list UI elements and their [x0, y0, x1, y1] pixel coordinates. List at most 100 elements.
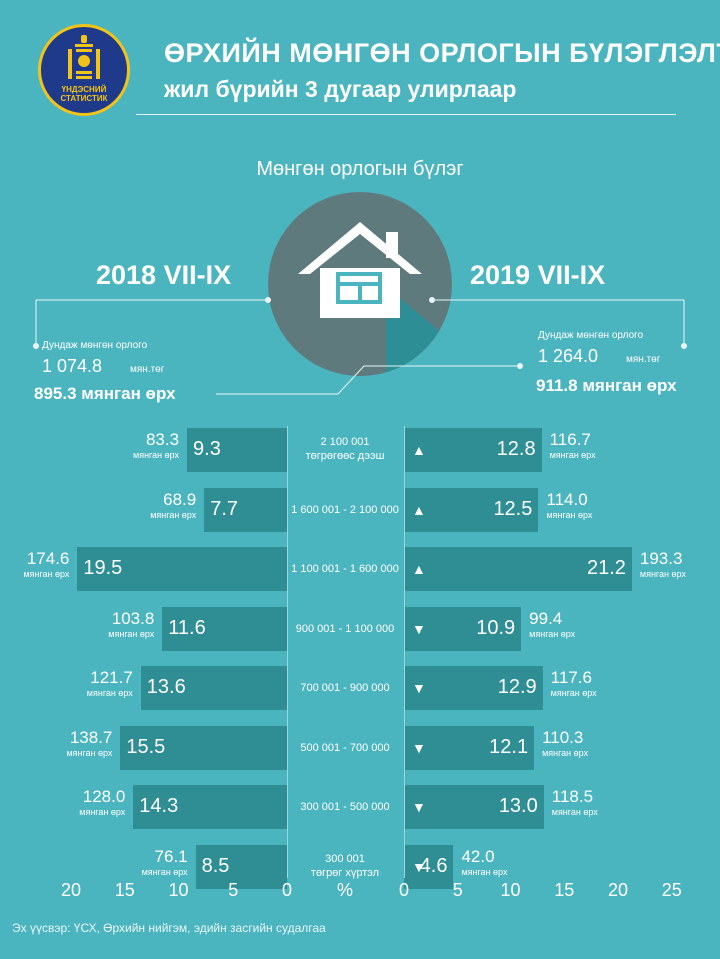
left-axis-tick: 10	[168, 880, 189, 900]
bar-label-2019: 12.1	[489, 735, 529, 758]
bar-label-2019: 13.0	[498, 795, 538, 817]
category-label-line: 2 100 001	[320, 436, 370, 448]
category-label-line: төгрөг хүртэл	[310, 866, 380, 879]
household-unit-2019: мянган өрх	[529, 628, 576, 639]
household-unit-2019: мянган өрх	[549, 450, 596, 460]
category-label: 1 100 001 - 1 600 000	[275, 562, 415, 576]
household-unit-2018: мянган өрх	[66, 747, 113, 758]
category-label: 1 600 001 - 2 100 000	[275, 503, 415, 517]
category-label-line: 900 001 - 1 100 000	[295, 622, 395, 635]
household-unit-2019: мянган өрх	[550, 688, 597, 698]
bar-2019	[404, 844, 454, 889]
household-value-2019: 110.3	[542, 727, 584, 747]
right-avg-income-value: 1 264.0	[538, 346, 599, 366]
logo-text: ҮНДЭСНИЙ СТАТИСТИК	[41, 85, 127, 103]
left-axis-tick: 0	[282, 880, 293, 900]
household-value-2018: 174.6	[26, 549, 70, 568]
bar-2019	[404, 666, 543, 710]
household-unit-2019: мянган өрх	[551, 807, 598, 817]
category-label-line: 1 600 001 - 2 100 000	[291, 503, 399, 516]
bar-2018	[140, 666, 287, 710]
bar-label-2018: 13.6	[146, 676, 186, 698]
bar-2019	[404, 785, 544, 829]
household-unit-2018: мянган өрх	[141, 866, 188, 877]
household-unit-2019: мянган өрх	[639, 569, 686, 579]
right-year-label: 2019 VII-IX	[470, 260, 606, 290]
house-icon	[268, 192, 452, 376]
down-arrow-icon: ▼	[412, 858, 426, 875]
up-arrow-icon: ▲	[412, 561, 426, 577]
category-label-line: 700 001 - 900 000	[300, 682, 390, 694]
category-label: 2 100 001 төгрөгөөс дээш	[275, 435, 415, 463]
source-note: Эх үүсвэр: ҮСХ, Өрхийн нийгэм, эдийн зас…	[12, 921, 326, 935]
bar-2019	[404, 487, 539, 532]
category-label: 500 001 - 700 000	[275, 741, 415, 755]
household-unit-2019: мянган өрх	[542, 747, 589, 758]
bar-2018	[204, 487, 287, 532]
category-label-line: 1 100 001 - 1 600 000	[291, 563, 399, 575]
household-unit-2018: мянган өрх	[133, 450, 180, 460]
household-value-2019: 118.5	[551, 787, 594, 806]
category-label-line: төгрөгөөс дээш	[305, 450, 385, 462]
left-axis-line	[287, 426, 288, 878]
bar-2018	[187, 428, 287, 472]
logo-text-line1: ҮНДЭСНИЙ	[61, 85, 107, 94]
left-axis-tick: 15	[114, 880, 135, 900]
household-value-2018: 128.0	[82, 787, 126, 806]
household-unit-2019: мянган өрх	[546, 509, 593, 520]
right-axis-tick: 10	[500, 880, 521, 900]
right-axis-tick: 5	[452, 880, 463, 900]
bar-2018	[77, 547, 287, 591]
household-value-2019: 116.7	[549, 430, 591, 449]
household-value-2019: 117.6	[550, 668, 592, 687]
section-title: Мөнгөн орлогын бүлэг	[256, 158, 464, 180]
household-value-2018: 121.7	[90, 668, 133, 687]
household-value-2019: 99.4	[529, 608, 563, 628]
household-value-2018: 76.1	[154, 846, 188, 866]
category-label-line: 300 001	[325, 852, 365, 865]
right-avg-income-label: Дундаж мөнгөн орлого	[538, 330, 644, 341]
household-value-2018: 83.3	[145, 430, 180, 449]
right-axis-tick: 25	[661, 880, 682, 900]
bar-label-2018: 15.5	[126, 735, 166, 758]
left-year-label: 2018 VII-IX	[96, 260, 232, 290]
household-value-2019: 193.3	[639, 549, 683, 568]
bar-label-2018: 9.3	[193, 438, 221, 460]
left-avg-income-label: Дундаж мөнгөн орлого	[42, 340, 148, 351]
bar-2018	[162, 606, 287, 651]
connector-lines	[33, 297, 687, 395]
bar-label-2018: 11.6	[168, 616, 206, 639]
bar-label-2019: 12.8	[496, 438, 536, 460]
down-arrow-icon: ▼	[412, 620, 426, 637]
household-value-2018: 103.8	[111, 608, 155, 628]
right-axis-tick: 0	[399, 880, 410, 900]
soyombo-emblem-icon	[68, 35, 100, 79]
down-arrow-icon: ▼	[412, 799, 426, 815]
left-household-count: 895.3 мянган өрх	[34, 384, 176, 403]
household-value-2018: 138.7	[69, 727, 113, 747]
category-label-line: 500 001 - 700 000	[300, 741, 390, 754]
household-value-2018: 68.9	[163, 489, 197, 509]
header-divider	[136, 114, 676, 115]
household-unit-2018: мянган өрх	[108, 628, 155, 639]
axis-percent-label: %	[337, 880, 354, 900]
left-axis-tick: 20	[61, 880, 82, 900]
right-axis-tick: 20	[608, 880, 629, 900]
category-label: 900 001 - 1 100 000	[275, 622, 415, 636]
bar-label-2018: 14.3	[139, 795, 179, 817]
bar-label-2019: 12.5	[493, 497, 533, 520]
bar-2018	[133, 785, 287, 829]
left-axis-tick: 5	[228, 880, 239, 900]
left-avg-income-unit: мян.төг	[130, 364, 165, 375]
household-value-2019: 42.0	[461, 846, 495, 866]
category-label: 700 001 - 900 000	[275, 681, 415, 695]
logo-text-line2: СТАТИСТИК	[60, 94, 108, 103]
bar-2019	[404, 606, 522, 651]
up-arrow-icon: ▲	[412, 442, 426, 458]
household-value-2019: 114.0	[546, 489, 588, 509]
bar-label-2019: 10.9	[476, 616, 516, 639]
bar-label-2019: 4.6	[419, 854, 448, 877]
bar-label-2019: 12.9	[497, 676, 537, 698]
household-unit-2018: мянган өрх	[150, 509, 197, 520]
